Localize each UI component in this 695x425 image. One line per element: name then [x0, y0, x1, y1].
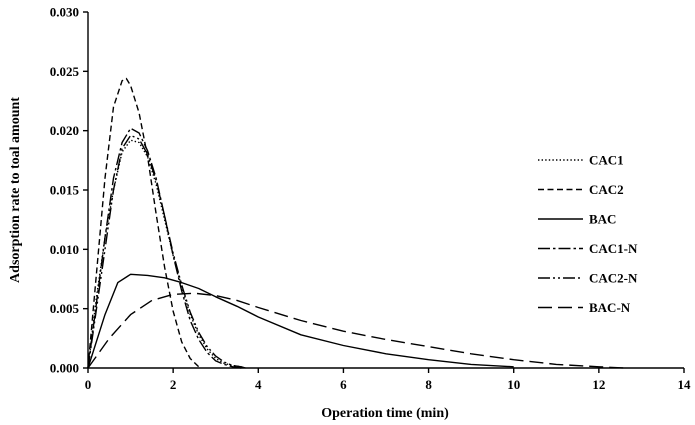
- y-tick-label: 0.005: [50, 301, 80, 316]
- legend-label: CAC1: [589, 153, 624, 168]
- x-tick-label: 10: [507, 377, 520, 392]
- series-group: [87, 77, 625, 369]
- series-line-cac1-n: [87, 127, 242, 369]
- legend-label: BAC-N: [589, 300, 631, 315]
- series-line-bac-n: [87, 292, 625, 369]
- x-tick-label: 2: [170, 377, 177, 392]
- x-tick-label: 4: [255, 377, 262, 392]
- x-axis-title: Operation time (min): [321, 406, 449, 421]
- y-tick-label: 0.015: [50, 183, 80, 198]
- series-line-cac2-n: [87, 134, 246, 369]
- y-tick-label: 0.000: [50, 361, 79, 376]
- x-tick-label: 6: [340, 377, 347, 392]
- legend-label: BAC: [589, 212, 616, 227]
- x-tick-label: 14: [678, 377, 692, 392]
- legend: CAC1 CAC2 BAC CAC1-N CAC2-N BAC-N: [538, 153, 638, 315]
- series-line-cac1: [87, 139, 242, 369]
- y-axis-title: Adsorption rate to toal amount: [8, 97, 23, 283]
- y-tick-label: 0.025: [50, 64, 80, 79]
- y-tick-label: 0.020: [50, 123, 79, 138]
- x-tick-label: 8: [425, 377, 432, 392]
- y-axis-ticks: 0.000 0.005 0.010 0.015 0.020 0.025 0.030: [50, 5, 88, 376]
- x-axis-ticks: 0 2 4 6 8 10 12 14: [85, 368, 691, 392]
- legend-label: CAC1-N: [589, 241, 638, 256]
- series-line-cac2: [87, 77, 200, 369]
- legend-label: CAC2-N: [589, 271, 638, 286]
- y-tick-label: 0.030: [50, 5, 79, 20]
- legend-label: CAC2: [589, 182, 624, 197]
- y-tick-label: 0.010: [50, 242, 79, 257]
- x-tick-label: 0: [85, 377, 92, 392]
- x-tick-label: 12: [592, 377, 605, 392]
- series-line-bac: [87, 273, 514, 369]
